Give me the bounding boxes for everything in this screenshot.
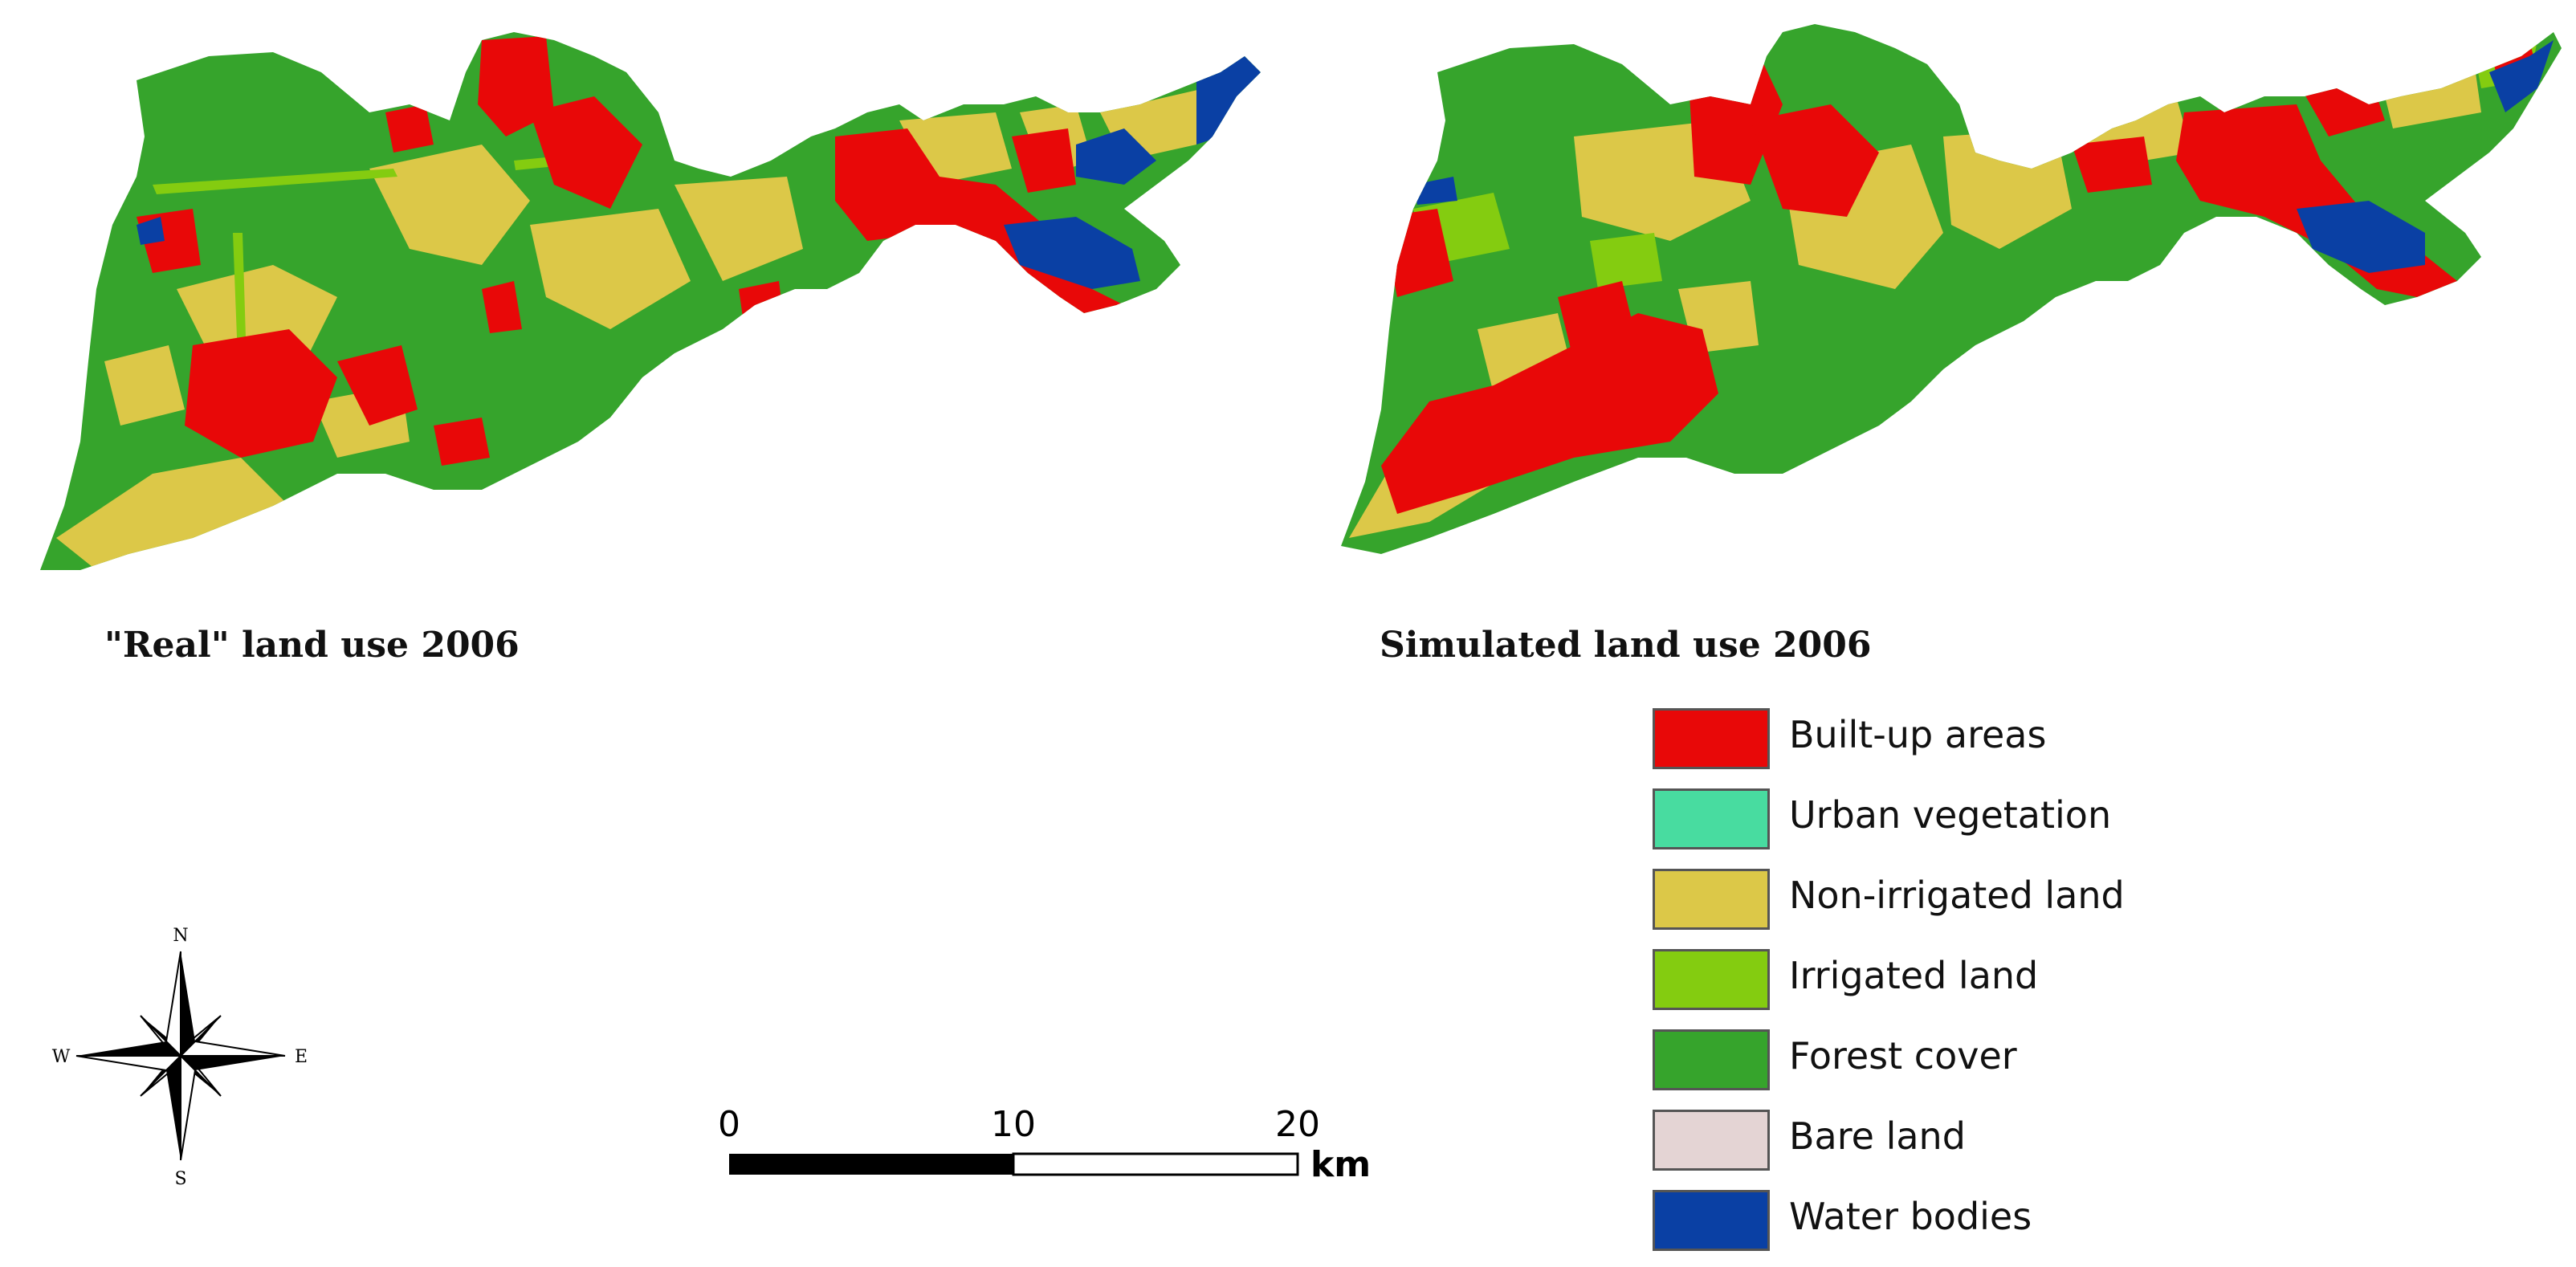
- scale-segment-white: [1012, 1152, 1299, 1176]
- legend-item-built-up: Built-up areas: [1653, 705, 2456, 785]
- simulated-map-caption: Simulated land use 2006: [1380, 625, 1872, 666]
- legend-item-non-irrigated: Non-irrigated land: [1653, 866, 2456, 946]
- scale-tick-20: 20: [1275, 1104, 1320, 1145]
- legend-swatch: [1653, 708, 1770, 769]
- compass-w: W: [52, 1047, 71, 1067]
- legend-item-irrigated: Irrigated land: [1653, 946, 2456, 1026]
- real-land-use-map: [40, 32, 1261, 570]
- legend-label: Bare land: [1789, 1114, 1966, 1158]
- legend-swatch: [1653, 869, 1770, 930]
- real-map-caption: "Real" land use 2006: [104, 625, 520, 666]
- legend-label: Forest cover: [1789, 1034, 2017, 1078]
- scale-tick-10: 10: [991, 1104, 1036, 1145]
- legend-swatch: [1653, 949, 1770, 1010]
- scale-segment-black: [729, 1154, 1013, 1175]
- legend-swatch: [1653, 1110, 1770, 1171]
- compass-e: E: [295, 1047, 308, 1067]
- simulated-land-use-map: [1341, 24, 2562, 554]
- legend-label: Water bodies: [1789, 1195, 2032, 1238]
- legend-item-urban-vegetation: Urban vegetation: [1653, 785, 2456, 866]
- legend-label: Irrigated land: [1789, 954, 2039, 997]
- scale-tick-0: 0: [718, 1104, 740, 1145]
- legend-item-forest: Forest cover: [1653, 1026, 2456, 1106]
- legend-label: Non-irrigated land: [1789, 874, 2125, 917]
- legend-label: Urban vegetation: [1789, 793, 2112, 837]
- legend-swatch: [1653, 1190, 1770, 1251]
- legend-swatch: [1653, 788, 1770, 849]
- compass-rose-icon: N S E W: [52, 926, 308, 1188]
- scale-bar: 0 10 20 km: [718, 1104, 1371, 1185]
- legend-item-bare-land: Bare land: [1653, 1106, 2456, 1187]
- compass-s: S: [174, 1169, 186, 1188]
- compass-n: N: [173, 926, 188, 946]
- legend: Built-up areas Urban vegetation Non-irri…: [1653, 705, 2456, 1267]
- legend-label: Built-up areas: [1789, 713, 2047, 756]
- scale-unit: km: [1310, 1144, 1371, 1185]
- legend-swatch: [1653, 1029, 1770, 1090]
- legend-item-water: Water bodies: [1653, 1187, 2456, 1267]
